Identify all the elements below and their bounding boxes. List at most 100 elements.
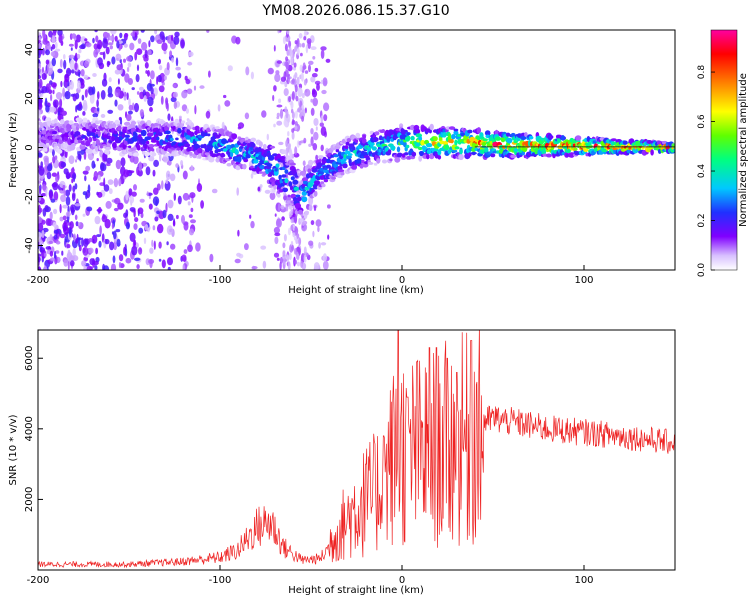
ridge-cell [211,153,217,158]
noise-cell [116,238,121,247]
noise-cell [84,60,90,68]
noise-cell [94,30,98,33]
noise-cell [74,52,78,63]
noise-cell [50,94,53,102]
noise-cell [51,172,58,177]
ridge-cell [97,130,101,137]
noise-cell [278,141,284,146]
noise-cell [274,236,279,245]
noise-cell [113,177,119,188]
snr-y-tick-label: 2000 [24,487,35,512]
noise-cell [153,240,156,250]
noise-cell [109,45,114,50]
ridge-cell [585,152,589,157]
noise-cell [65,211,71,217]
ridge-cell [371,146,377,151]
ridge-cell [374,131,380,136]
ridge-cell [372,137,379,142]
noise-cell [145,166,151,176]
noise-cell [151,239,154,248]
ridge-cell [237,156,242,163]
noise-cell [51,57,56,67]
ridge-cell [148,147,155,153]
ridge-cell [624,146,626,148]
ridge-cell [564,146,566,148]
noise-cell [173,192,176,201]
noise-cell [57,30,63,37]
noise-cell [55,92,63,100]
noise-cell [173,35,180,45]
ridge-cell [417,146,423,151]
noise-cell [131,245,138,256]
ridge-cell [258,171,264,174]
noise-cell [323,114,328,122]
noise-cell [38,216,42,224]
ridge-cell [534,146,537,148]
noise-cell [310,107,315,116]
noise-cell [47,163,53,172]
noise-cell [123,43,128,48]
noise-cell [221,121,225,130]
noise-cell [73,233,76,242]
noise-cell [65,189,71,197]
ridge-cell [282,187,289,193]
noise-cell [109,241,115,251]
noise-cell [54,41,58,49]
noise-cell [320,46,327,51]
ridge-cell [236,154,243,158]
noise-cell [108,77,112,83]
ridge-cell [545,146,548,148]
noise-cell [274,232,281,237]
noise-cell [276,60,282,64]
ridge-cell [523,146,526,148]
noise-cell [288,252,292,260]
ridge-cell [250,165,254,169]
ridge-cell [333,154,339,158]
noise-cell [249,214,252,219]
noise-cell [114,35,118,42]
ridge-cell [190,131,195,138]
ridge-cell [174,118,180,124]
ridge-cell [542,146,545,148]
ridge-cell [671,146,674,148]
ridge-cell [509,146,512,148]
ridge-cell [602,146,605,148]
noise-cell [124,73,130,83]
noise-cell [62,87,65,98]
ridge-cell [494,136,502,141]
colorbar-tick-label: 0.2 [697,213,707,227]
ridge-cell [500,137,506,143]
noise-cell [61,250,64,256]
noise-cell [51,148,55,157]
noise-cell [92,73,97,77]
noise-cell [38,110,41,116]
noise-cell [42,66,44,74]
noise-cell [310,46,317,50]
noise-cell [45,187,48,198]
ridge-cell [377,151,382,156]
ridge-cell [669,146,672,148]
ridge-cell [344,145,349,150]
ridge-cell [138,134,142,138]
noise-cell [67,260,70,270]
ridge-cell [231,133,238,140]
noise-cell [72,185,76,193]
ridge-cell [209,150,214,155]
noise-cell [138,227,144,234]
noise-cell [134,51,138,61]
noise-cell [280,205,285,210]
noise-cell [147,70,150,77]
noise-cell [59,233,66,239]
snr-y-tick-label: 4000 [24,416,35,441]
ridge-cell [361,138,367,144]
noise-cell [298,106,302,113]
ridge-cell [258,141,263,148]
ridge-cell [114,119,120,125]
noise-cell [262,260,267,269]
ridge-cell [487,146,490,148]
ridge-cell [510,154,517,159]
ridge-cell [148,144,155,148]
noise-cell [205,110,211,119]
noise-cell [298,33,303,39]
ridge-cell [584,146,586,148]
